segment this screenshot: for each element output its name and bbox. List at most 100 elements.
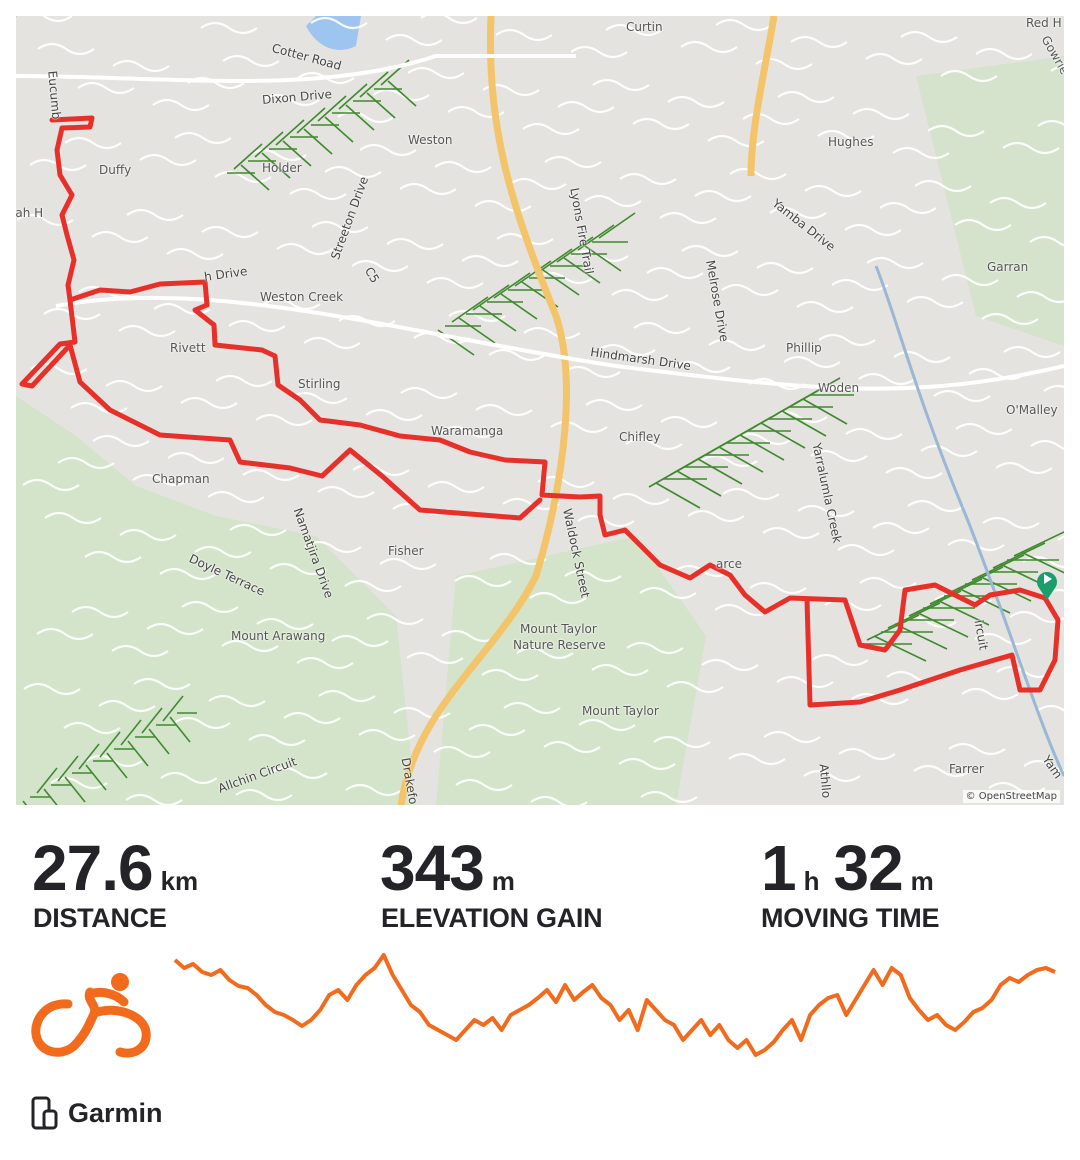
street [796, 300, 854, 314]
street [646, 266, 704, 280]
map-label: arce [716, 557, 743, 571]
street [584, 194, 642, 208]
street [242, 468, 300, 482]
street [366, 612, 424, 626]
map-label: Rivett [170, 341, 206, 355]
map-label: Mount Taylor [520, 622, 597, 636]
street [687, 509, 745, 523]
street [481, 668, 539, 682]
street [63, 721, 121, 735]
street [625, 437, 683, 451]
creek [874, 265, 1064, 777]
bike-path [472, 284, 510, 311]
street [420, 16, 478, 25]
street [749, 581, 807, 595]
highway [397, 16, 570, 805]
street [229, 523, 287, 537]
map-label: Duffy [99, 163, 132, 177]
bike-path [85, 764, 107, 791]
street [968, 367, 1026, 381]
street [255, 413, 313, 427]
route-line [19, 297, 543, 521]
street [838, 747, 896, 761]
bike-path [929, 578, 983, 605]
street [920, 444, 978, 458]
street [803, 769, 861, 783]
street [303, 336, 361, 350]
street [57, 456, 115, 470]
bike-path [500, 293, 538, 320]
street [714, 603, 772, 617]
elevation-unit: m [491, 866, 515, 896]
street [653, 735, 711, 749]
street [810, 449, 868, 463]
street [427, 480, 485, 494]
street [591, 663, 649, 677]
street [92, 434, 150, 448]
bike-path [317, 95, 347, 122]
bike-path [141, 707, 163, 734]
street [16, 16, 73, 23]
street [311, 220, 369, 234]
map-label: Mount Arawang [231, 629, 326, 643]
street [70, 401, 128, 415]
bike-path [556, 236, 594, 263]
street [1029, 235, 1064, 247]
bike-path [697, 458, 743, 485]
street [434, 160, 492, 174]
bike-path [992, 542, 1046, 569]
street [666, 680, 724, 694]
street [235, 788, 293, 802]
device-watch-icon [31, 1096, 58, 1130]
map-label: Farrer [949, 762, 984, 776]
street [886, 670, 944, 684]
street [611, 288, 669, 302]
bike-path [950, 566, 1004, 593]
street [570, 45, 628, 59]
bike-path [64, 776, 86, 803]
bike-path [43, 788, 58, 805]
street [296, 656, 354, 670]
street [933, 389, 991, 403]
road [16, 54, 576, 83]
street [701, 658, 759, 672]
street [222, 54, 280, 68]
route-map[interactable]: Curtin Red H Gowrie Cotter Road Dixon Dr… [16, 16, 1064, 805]
street [763, 730, 821, 744]
bike-path [261, 152, 291, 179]
cycling-icon [31, 973, 151, 1058]
street [913, 764, 971, 778]
street [612, 492, 670, 506]
distance-stat: 27.6 km [32, 836, 212, 900]
map-attribution[interactable]: © OpenStreetMap [962, 790, 1060, 803]
bike-path [345, 104, 375, 131]
street [91, 230, 149, 244]
street [1057, 535, 1064, 541]
street [995, 461, 1053, 475]
elevation-line [173, 953, 1056, 1057]
street [940, 69, 998, 83]
street [331, 634, 389, 648]
bike-path [760, 422, 806, 449]
distance-unit: km [160, 866, 199, 896]
bike-path [514, 260, 552, 287]
street [523, 326, 581, 340]
street [852, 107, 910, 121]
street [461, 254, 519, 268]
moving-time-label: MOVING TIME [761, 903, 940, 933]
street [659, 211, 717, 225]
street [769, 206, 827, 220]
street [385, 33, 443, 47]
moving-time-hours: 1 [761, 832, 797, 904]
street [708, 338, 766, 352]
bike-path [1020, 551, 1064, 574]
map-label: Woden [818, 381, 860, 395]
street [132, 473, 190, 487]
bike-path [493, 272, 531, 299]
street [44, 511, 102, 525]
street [1002, 141, 1060, 155]
bike-path [739, 434, 785, 461]
device-name: Garmin [68, 1097, 163, 1128]
street [618, 757, 676, 771]
map-label: Stirling [298, 377, 341, 391]
